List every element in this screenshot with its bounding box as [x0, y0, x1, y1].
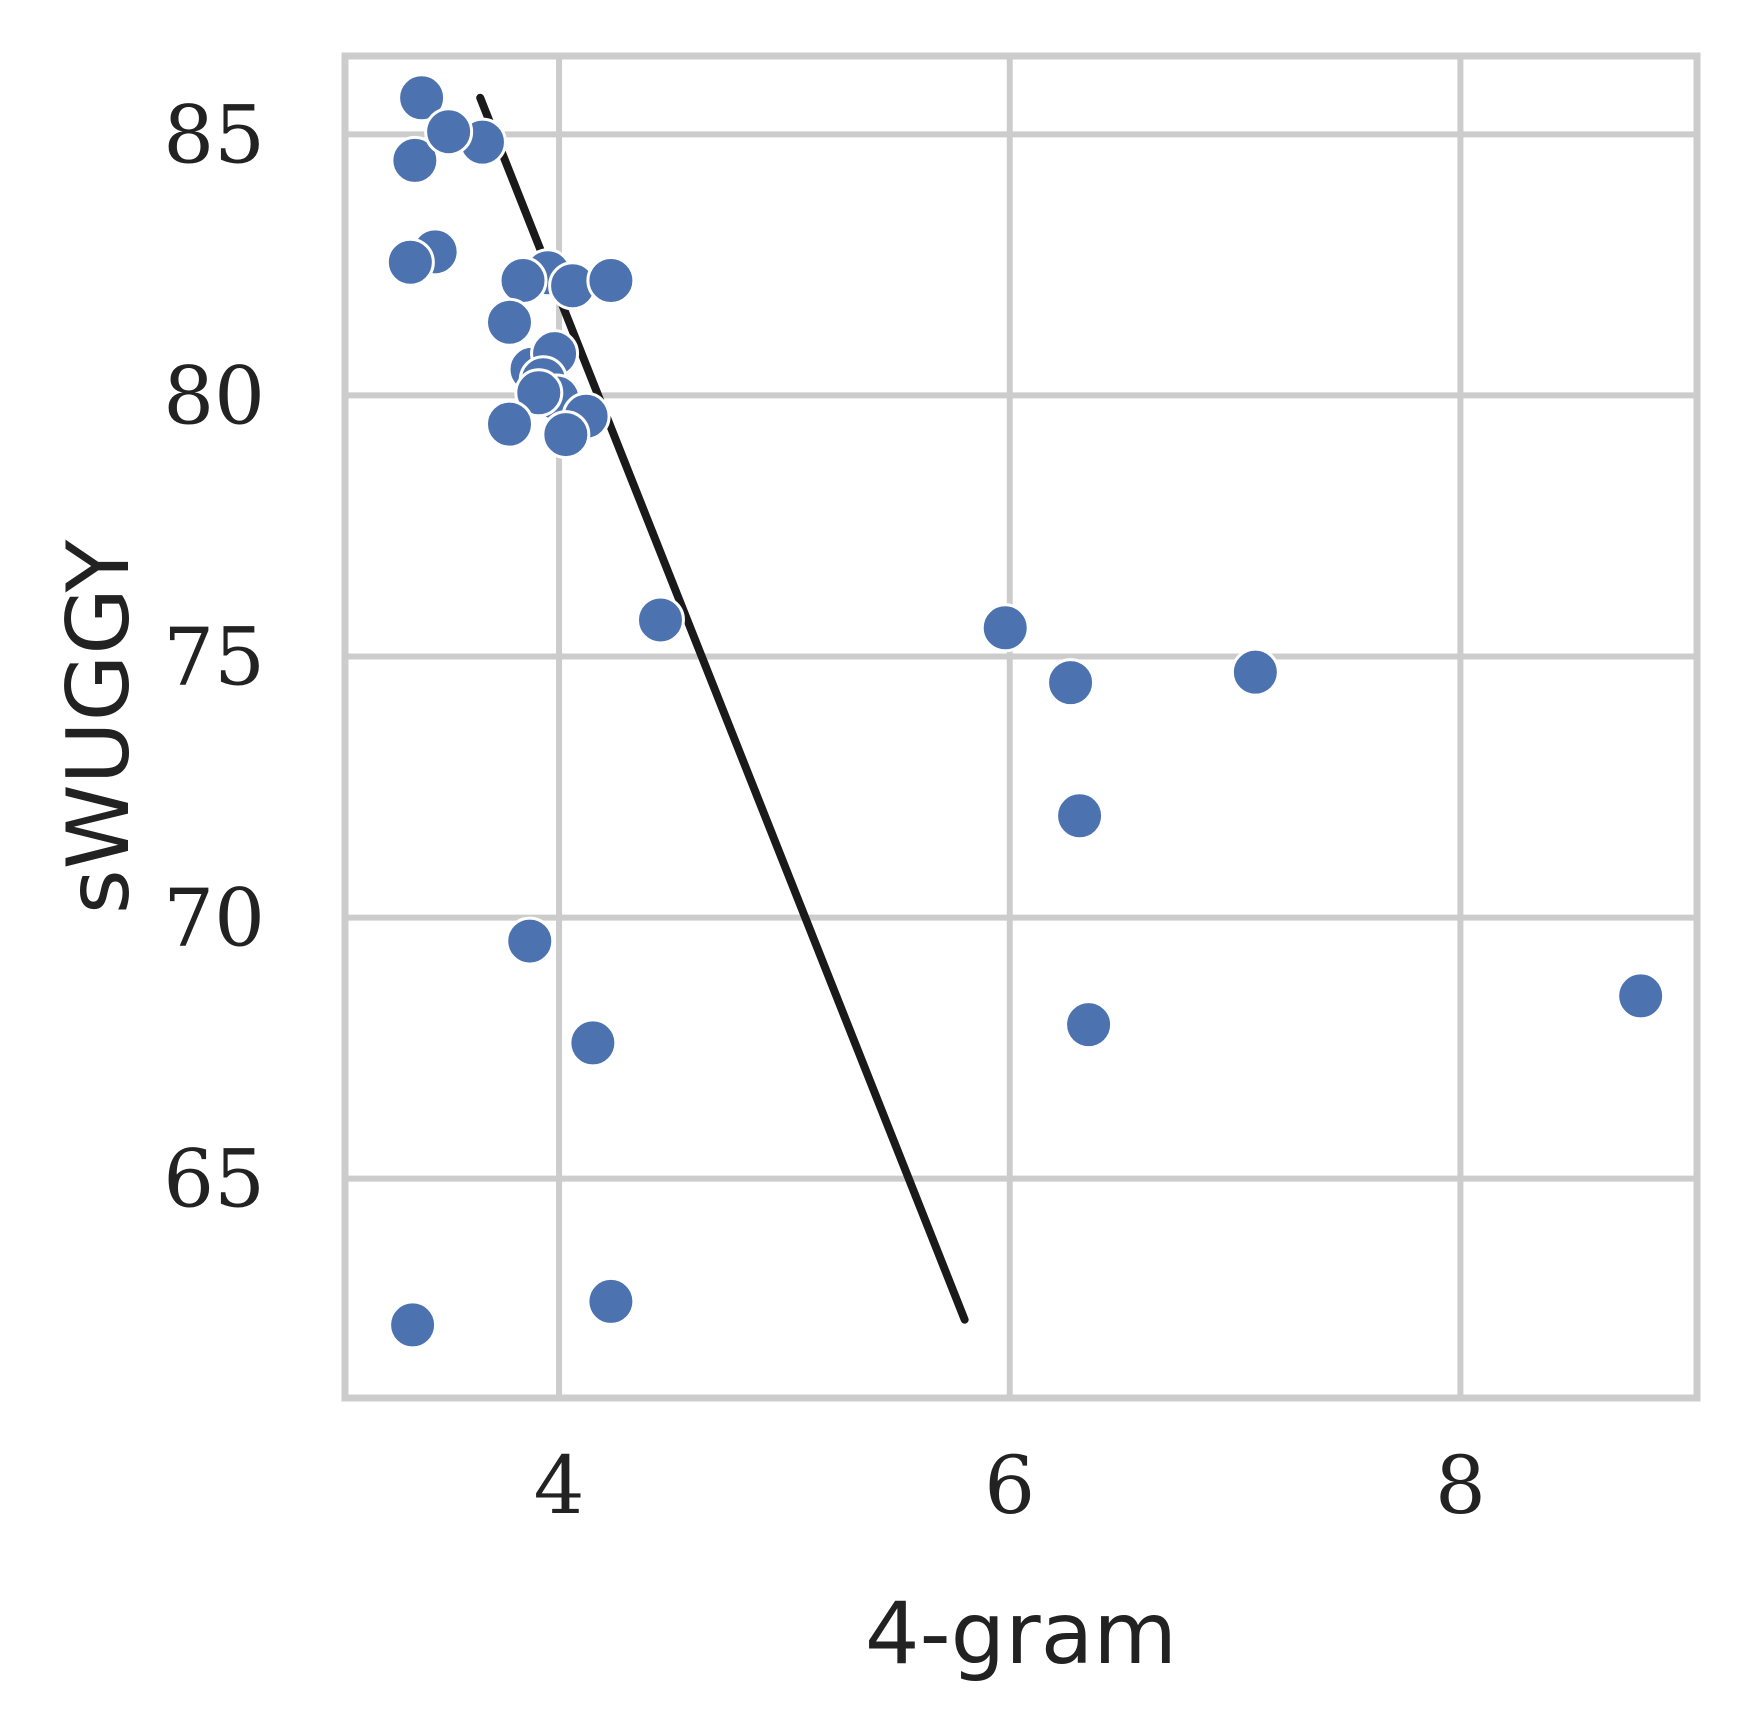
y-tick-labels: 65 70 75 80 85	[163, 88, 265, 1225]
data-point	[390, 135, 440, 185]
y-tick-label: 70	[163, 872, 265, 965]
data-point	[586, 256, 636, 306]
data-point	[1055, 791, 1105, 841]
data-point	[424, 107, 474, 157]
x-tick-label: 6	[984, 1439, 1035, 1532]
data-point	[484, 297, 534, 347]
data-point	[586, 1276, 636, 1326]
data-point	[505, 916, 555, 966]
data-point	[397, 73, 447, 123]
data-point	[484, 399, 534, 449]
data-point	[541, 410, 591, 460]
y-tick-label: 80	[163, 349, 265, 442]
y-tick-label: 85	[163, 88, 265, 181]
y-tick-label: 75	[163, 611, 265, 704]
data-point	[1046, 658, 1096, 708]
data-point	[1230, 647, 1280, 697]
x-tick-label: 8	[1435, 1439, 1486, 1532]
x-tick-labels: 4 6 8	[534, 1439, 1486, 1532]
data-point	[388, 1300, 438, 1350]
data-point	[1616, 971, 1666, 1021]
data-point	[514, 368, 564, 418]
data-point	[635, 595, 685, 645]
x-tick-label: 4	[534, 1439, 585, 1532]
x-axis-title: 4-gram	[865, 1584, 1177, 1684]
data-point	[980, 603, 1030, 653]
plot-frame	[341, 52, 1701, 1402]
y-axis-title: sWUGGY	[49, 539, 149, 914]
data-point	[385, 237, 435, 287]
data-point	[568, 1018, 618, 1068]
data-point	[498, 256, 548, 306]
data-points	[385, 73, 1666, 1350]
data-point	[1064, 1000, 1114, 1050]
y-tick-label: 65	[163, 1133, 265, 1226]
